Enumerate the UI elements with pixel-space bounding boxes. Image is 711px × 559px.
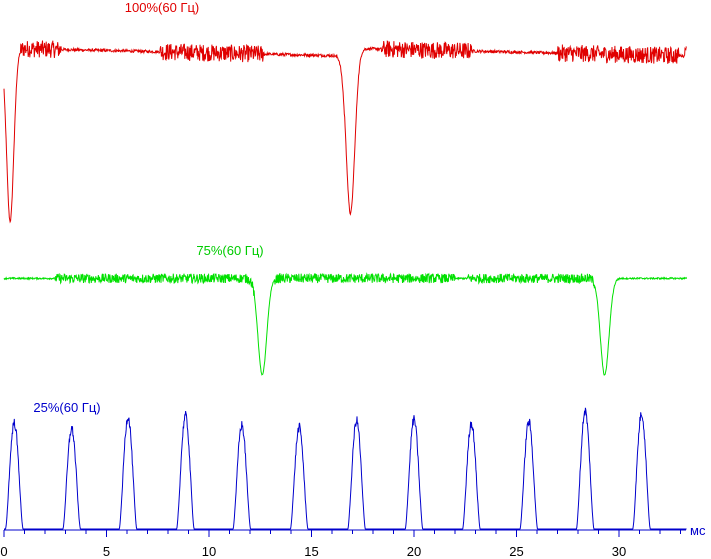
series-label-25: 25%(60 Гц) — [33, 400, 100, 415]
x-tick-label: 20 — [407, 544, 421, 559]
series-line-100 — [3, 40, 687, 224]
x-tick-label: 30 — [612, 544, 626, 559]
x-tick-label: 10 — [202, 544, 216, 559]
series-line-25 — [4, 407, 687, 530]
x-tick-label: 15 — [304, 544, 318, 559]
x-axis: 0 5 10 15 20 25 30 — [0, 529, 686, 559]
x-axis-unit-label: мс — [690, 523, 706, 538]
series-label-75: 75%(60 Гц) — [196, 243, 263, 258]
x-tick-label: 5 — [103, 544, 110, 559]
series-layer — [3, 40, 688, 530]
series-line-75 — [3, 272, 688, 376]
series-label-100: 100%(60 Гц) — [125, 0, 199, 15]
x-tick-label: 25 — [509, 544, 523, 559]
x-tick-label: 0 — [0, 544, 7, 559]
